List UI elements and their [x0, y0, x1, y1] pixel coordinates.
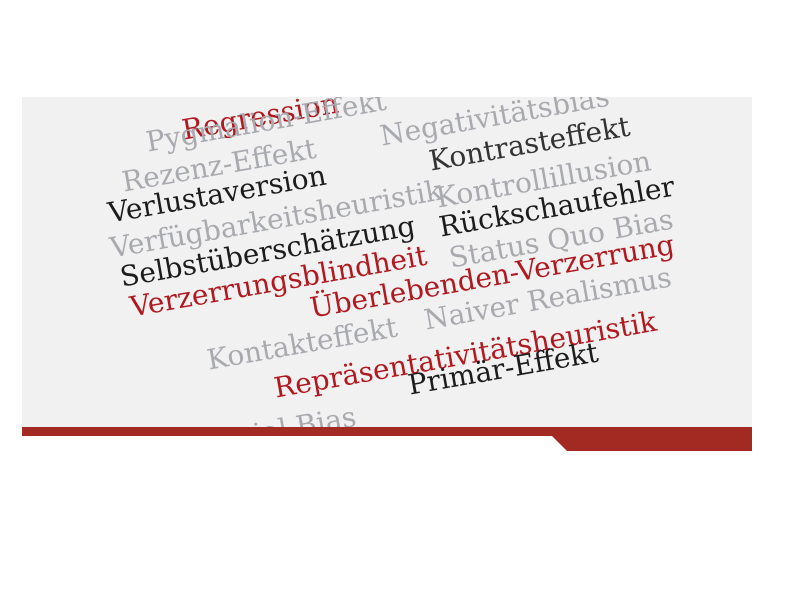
- cognitive-bias-banner: Regression Pygmalion-Effekt Negativitäts…: [22, 97, 752, 451]
- word-cloud: Regression Pygmalion-Effekt Negativitäts…: [22, 97, 752, 435]
- red-stripe-shape: [22, 427, 752, 451]
- red-stripe: [22, 427, 752, 451]
- word-cloud-panel: Regression Pygmalion-Effekt Negativitäts…: [22, 97, 752, 435]
